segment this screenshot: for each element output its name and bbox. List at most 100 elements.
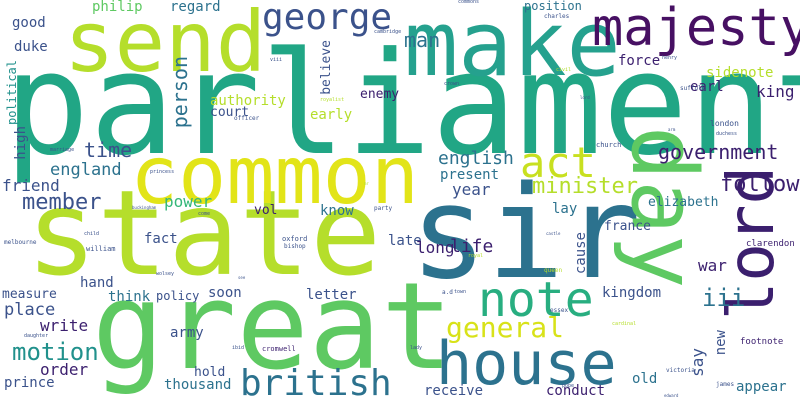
word: royalist xyxy=(320,97,345,103)
word: day xyxy=(611,126,716,289)
word: wolsey xyxy=(156,271,175,277)
word: receive xyxy=(424,383,484,399)
word: fact xyxy=(144,231,178,247)
word: know xyxy=(320,203,354,219)
word: soon xyxy=(208,285,242,301)
word: place xyxy=(4,300,56,320)
word: pope xyxy=(562,383,575,389)
word: make xyxy=(404,0,621,97)
word: follow xyxy=(720,172,800,197)
word: arm xyxy=(668,127,676,132)
word: victoria xyxy=(666,367,695,374)
word: thousand xyxy=(164,377,232,393)
word: a.d xyxy=(442,289,453,296)
word: earl xyxy=(690,79,724,95)
word: cardinal xyxy=(612,321,637,327)
word: lay xyxy=(552,201,578,217)
word: henry xyxy=(662,55,678,61)
word: england xyxy=(50,160,122,180)
word: parliament xyxy=(4,22,800,187)
word: ibid xyxy=(232,345,245,351)
word: majesty xyxy=(592,0,800,58)
word: man xyxy=(404,28,441,52)
word: war xyxy=(698,256,727,275)
word: position xyxy=(524,0,582,13)
word: castle xyxy=(546,231,561,236)
word: member xyxy=(22,190,102,215)
word: enemy xyxy=(360,87,400,102)
word: general xyxy=(446,311,565,344)
word: duke xyxy=(14,39,48,55)
word: lady xyxy=(410,345,423,351)
word: believe xyxy=(319,40,334,95)
word: english xyxy=(438,148,514,169)
word: civil xyxy=(556,67,572,73)
word: vol xyxy=(254,203,278,218)
word: party xyxy=(374,205,393,212)
word: army xyxy=(170,325,204,341)
word: daughter xyxy=(24,333,49,339)
word: william xyxy=(86,245,116,253)
word: see xyxy=(238,275,246,280)
word: marriage xyxy=(50,147,75,153)
word: lord xyxy=(580,95,590,100)
word: court xyxy=(210,105,250,120)
word: charles xyxy=(544,13,570,20)
word: philip xyxy=(92,0,143,15)
word: write xyxy=(40,316,89,335)
word: prince xyxy=(4,375,55,391)
word: clarendon xyxy=(746,239,795,249)
word: government xyxy=(658,140,779,164)
word: conduct xyxy=(546,383,606,399)
word: time xyxy=(84,138,133,162)
word: late xyxy=(388,233,422,249)
word: life xyxy=(450,236,494,257)
word: edward xyxy=(664,393,679,398)
word: new xyxy=(713,330,729,356)
word: measure xyxy=(2,287,57,302)
word: state xyxy=(26,164,382,302)
word: motion xyxy=(12,338,99,366)
word: old xyxy=(632,371,658,387)
word: king xyxy=(756,82,795,101)
word: great xyxy=(92,258,454,397)
word: authority xyxy=(210,93,286,109)
word: think xyxy=(108,289,151,305)
word: present xyxy=(440,167,500,183)
word: early xyxy=(310,107,353,123)
word: note xyxy=(478,272,594,328)
word: footnote xyxy=(740,337,784,347)
word: policy xyxy=(156,289,200,303)
word: house xyxy=(436,329,617,399)
word: hold xyxy=(194,365,226,380)
word: kingdom xyxy=(602,285,662,301)
word: order xyxy=(40,360,89,379)
word: duchess xyxy=(716,131,738,137)
word: friend xyxy=(2,176,60,195)
word: person xyxy=(168,56,192,129)
word: queen xyxy=(544,267,563,274)
word: george xyxy=(262,0,393,38)
word: royal xyxy=(468,253,484,259)
word: cromwell xyxy=(262,345,296,353)
word: year xyxy=(452,180,491,199)
word: high xyxy=(13,126,29,160)
word: church xyxy=(596,141,622,149)
word: melbourne xyxy=(4,239,37,246)
word: political xyxy=(5,60,19,126)
word: crown xyxy=(444,81,460,87)
word: minister xyxy=(532,174,638,199)
word: act xyxy=(520,138,596,187)
word: long xyxy=(416,238,455,257)
word: cause xyxy=(573,232,589,275)
word: london xyxy=(710,119,739,128)
word: common xyxy=(130,129,419,222)
word: buckingham xyxy=(132,205,157,210)
word: send xyxy=(64,0,267,91)
word: oxford xyxy=(282,235,308,243)
word: officer xyxy=(234,115,260,122)
word: hand xyxy=(80,275,114,291)
word: commons xyxy=(458,0,480,5)
word: iii xyxy=(702,284,746,312)
